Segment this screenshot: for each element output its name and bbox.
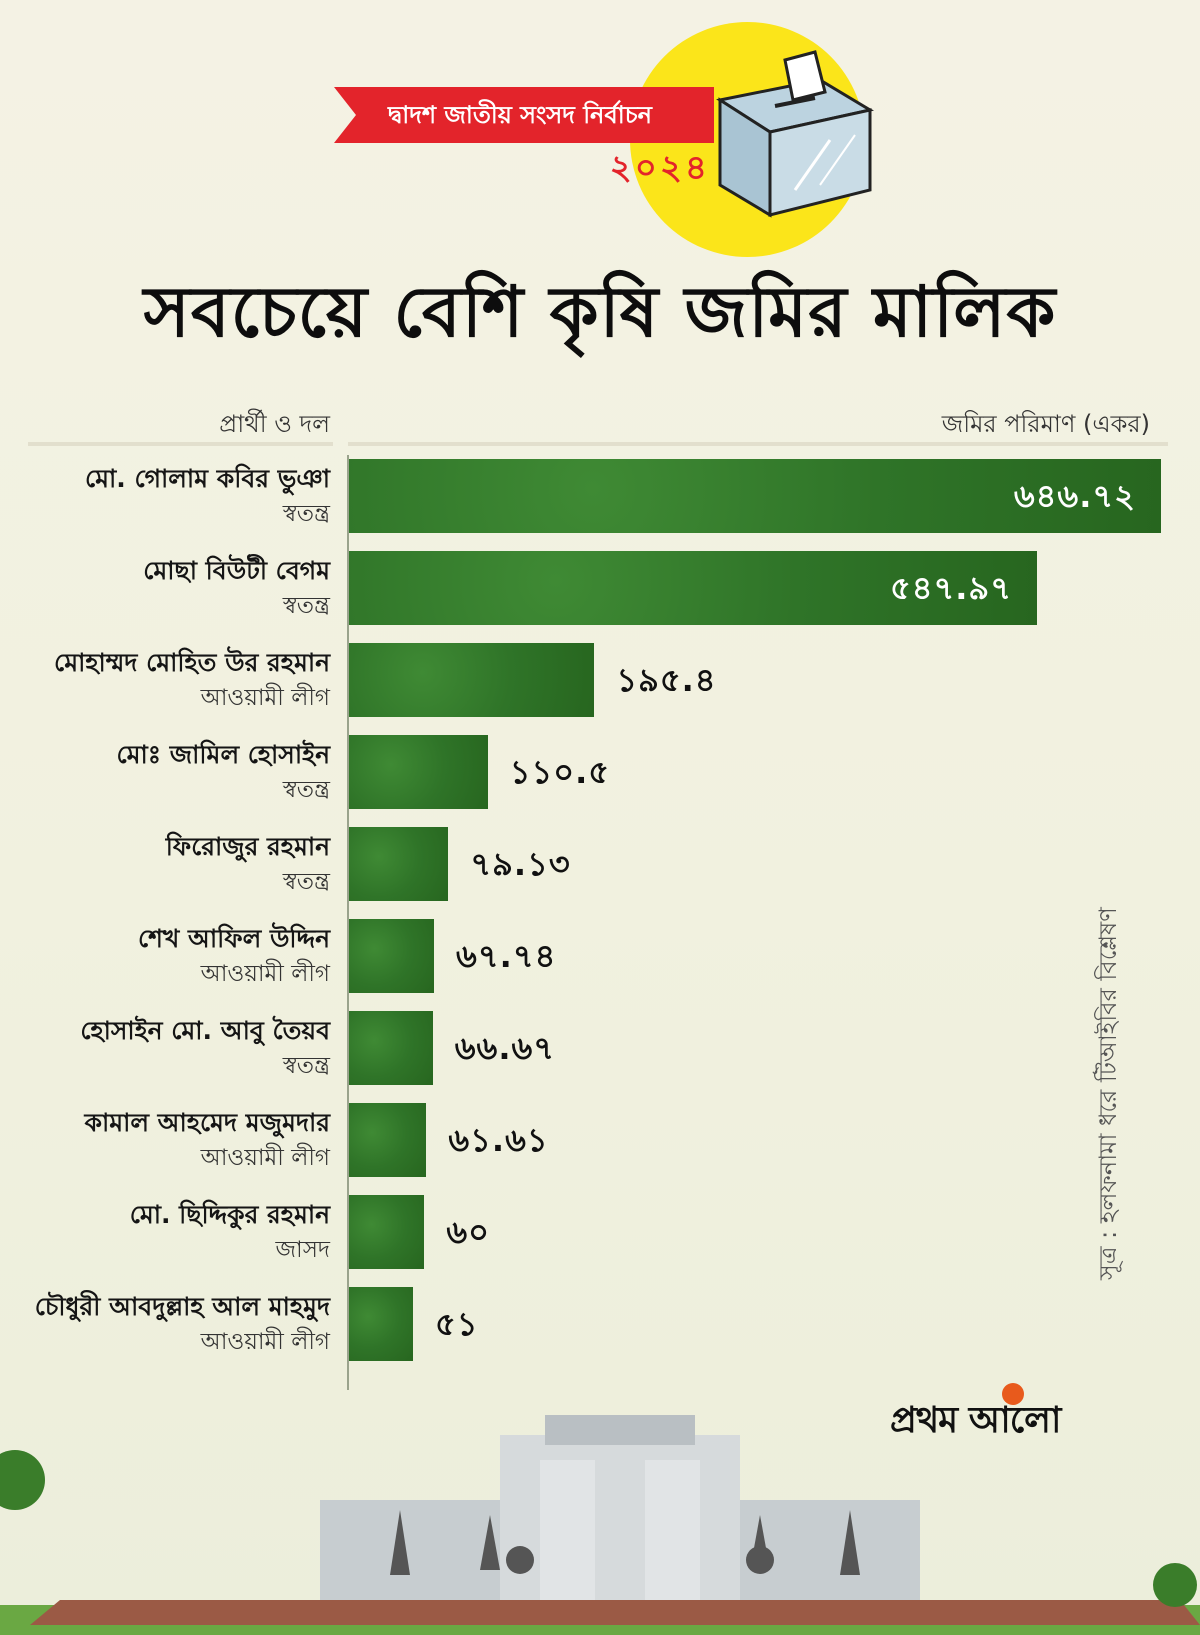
- logo-sun-icon: [1002, 1383, 1024, 1405]
- candidate-party: জাসদ: [275, 1237, 330, 1263]
- candidate-name: চৌধুরী আবদুল্লাহ আল মাহমুদ: [34, 1292, 330, 1321]
- candidate-party: আওয়ামী লীগ: [200, 961, 330, 987]
- header-divider: [348, 442, 1168, 446]
- bar-value-label: ৫১: [435, 1305, 479, 1343]
- bar: [349, 827, 449, 901]
- candidate-name: হোসাইন মো. আবু তৈয়ব: [80, 1016, 330, 1045]
- chart-row: কামাল আহমেদ মজুমদার আওয়ামী লীগ ৬১.৬১: [0, 1099, 1200, 1191]
- bar-value-label: ৬৬.৬৭: [454, 1029, 556, 1067]
- bar-value-label: ৫৪৭.৯৭: [889, 569, 1012, 607]
- candidate-party: স্বতন্ত্র: [282, 777, 330, 803]
- header-divider: [28, 442, 333, 446]
- chart-row: মো. ছিদ্দিকুর রহমান জাসদ ৬০: [0, 1191, 1200, 1283]
- chart-row: মোছা বিউটী বেগম স্বতন্ত্র ৫৪৭.৯৭: [0, 547, 1200, 639]
- parliament-building-illustration: [0, 1415, 1200, 1635]
- chart-row: হোসাইন মো. আবু তৈয়ব স্বতন্ত্র ৬৬.৬৭: [0, 1007, 1200, 1099]
- bar: [349, 735, 488, 809]
- bar-value-label: ৭৯.১৩: [470, 845, 571, 883]
- candidate-party: স্বতন্ত্র: [282, 501, 330, 527]
- column-header-land: জমির পরিমাণ (একর): [941, 410, 1150, 438]
- bar: [349, 551, 1037, 625]
- candidate-party: স্বতন্ত্র: [282, 593, 330, 619]
- bar-value-label: ১১০.৫: [509, 753, 610, 791]
- bar: [349, 1287, 414, 1361]
- banner-ribbon: [334, 87, 714, 143]
- chart-row: ফিরোজুর রহমান স্বতন্ত্র ৭৯.১৩: [0, 823, 1200, 915]
- bar: [349, 459, 1161, 533]
- bar: [349, 919, 435, 993]
- candidate-name: মো. গোলাম কবির ভুঞা: [84, 464, 330, 493]
- source-note: সূত্র : হলফনামা ধরে টিআইবির বিশ্লেষণ: [1094, 907, 1122, 1280]
- bar-value-label: ৬৭.৭৪: [456, 937, 557, 975]
- ballot-box-icon: [716, 50, 875, 218]
- chart-row: শেখ আফিল উদ্দিন আওয়ামী লীগ ৬৭.৭৪: [0, 915, 1200, 1007]
- election-year: ২০২৪: [609, 148, 710, 188]
- bar-value-label: ৬১.৬১: [448, 1121, 549, 1159]
- brand-logo: প্রথম আলো: [890, 1400, 1061, 1441]
- bar: [349, 1011, 433, 1085]
- candidate-party: আওয়ামী লীগ: [200, 1145, 330, 1171]
- bar-value-label: ১৯৫.৪: [616, 661, 717, 699]
- candidate-party: আওয়ামী লীগ: [200, 685, 330, 711]
- candidate-name: কামাল আহমেদ মজুমদার: [84, 1108, 330, 1137]
- candidate-name: মোছা বিউটী বেগম: [143, 556, 330, 585]
- candidate-name: ফিরোজুর রহমান: [165, 832, 330, 861]
- bar-value-label: ৬৪৬.৭২: [1013, 477, 1136, 515]
- chart-baseline: [347, 455, 349, 1390]
- candidate-party: আওয়ামী লীগ: [200, 1329, 330, 1355]
- banner-text: দ্বাদশ জাতীয় সংসদ নির্বাচন: [388, 101, 652, 129]
- candidate-name: মোহাম্মদ মোহিত উর রহমান: [54, 648, 330, 677]
- bar: [349, 1103, 427, 1177]
- chart-title: সবচেয়ে বেশি কৃষি জমির মালিক: [143, 271, 1057, 353]
- bar: [349, 643, 595, 717]
- candidate-name: মো. ছিদ্দিকুর রহমান: [129, 1200, 330, 1229]
- bar-chart: মো. গোলাম কবির ভুঞা স্বতন্ত্র ৬৪৬.৭২ মোছা ব…: [0, 455, 1200, 1405]
- candidate-name: শেখ আফিল উদ্দিন: [137, 924, 330, 953]
- column-header-candidate: প্রার্থী ও দল: [219, 410, 330, 438]
- chart-row: মোঃ জামিল হোসাইন স্বতন্ত্র ১১০.৫: [0, 731, 1200, 823]
- bar: [349, 1195, 425, 1269]
- bar-value-label: ৬০: [446, 1213, 490, 1251]
- chart-row: মো. গোলাম কবির ভুঞা স্বতন্ত্র ৬৪৬.৭২: [0, 455, 1200, 547]
- candidate-party: স্বতন্ত্র: [282, 1053, 330, 1079]
- candidate-party: স্বতন্ত্র: [282, 869, 330, 895]
- chart-row: চৌধুরী আবদুল্লাহ আল মাহমুদ আওয়ামী লীগ ৫১: [0, 1283, 1200, 1375]
- chart-row: মোহাম্মদ মোহিত উর রহমান আওয়ামী লীগ ১৯৫.৪: [0, 639, 1200, 731]
- candidate-name: মোঃ জামিল হোসাইন: [116, 740, 330, 769]
